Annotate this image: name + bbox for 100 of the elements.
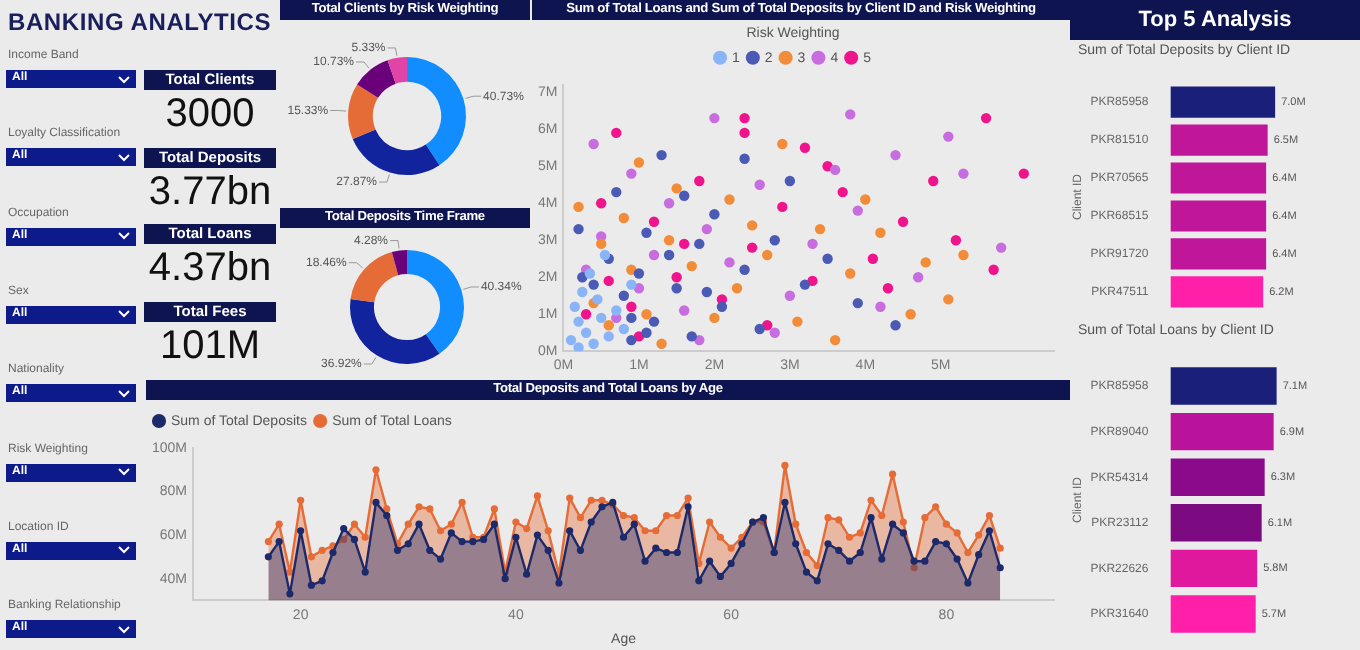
point [671,272,682,283]
point [641,309,652,320]
point [588,279,599,290]
point [588,338,599,349]
point [701,223,713,235]
point [618,290,630,301]
point [626,301,637,312]
point [573,201,584,213]
point [656,149,667,161]
point [611,305,622,316]
text: BANKING ANALYTICS [8,8,272,36]
point [671,283,682,294]
point [905,309,916,320]
point [618,323,630,335]
point [882,283,894,294]
point [648,216,660,227]
point [837,186,848,198]
point [588,138,599,150]
point [679,305,690,316]
point [618,212,630,224]
point [860,194,871,205]
point [988,264,999,275]
point [648,316,660,327]
point [852,297,863,309]
point [694,175,705,187]
point [769,235,780,246]
point [739,264,750,275]
point [580,327,592,338]
point [663,249,675,261]
point [829,334,841,346]
point [641,327,652,338]
point [852,205,863,216]
point [784,175,796,187]
point [626,334,637,346]
text: 4.37bn [146,246,274,292]
point [739,153,750,164]
point [595,312,607,324]
point [754,179,765,190]
point [958,249,969,261]
point [920,257,931,268]
point [784,290,796,301]
text: 3000 [163,92,257,138]
point [950,235,962,246]
point [663,198,675,209]
point [603,331,614,342]
point [573,223,584,235]
point [573,342,584,352]
point [656,338,667,349]
point [709,312,720,324]
bar [1170,595,1256,633]
text: 101M [157,323,263,369]
point [746,220,758,231]
point [799,142,811,153]
point [611,186,622,198]
bar [1170,458,1265,496]
point [633,268,645,279]
point [565,334,577,346]
point [762,249,773,261]
point [716,301,728,312]
point [694,238,705,250]
point [686,260,697,272]
point [807,238,818,250]
point [701,286,713,298]
point [611,127,622,139]
point [595,198,607,209]
point [754,323,765,335]
point [777,201,788,213]
point [943,131,954,142]
bar [1170,367,1277,405]
point [731,283,743,294]
point [709,209,720,220]
point [709,112,720,124]
point [928,175,939,187]
point [875,227,886,238]
text: Top 5 Analysis [1070,0,1360,40]
point [829,164,841,176]
point [580,309,592,320]
point [603,275,614,287]
point [679,238,690,250]
point [980,112,992,124]
point [777,138,788,150]
point [739,127,750,139]
point [746,242,758,253]
point [663,235,675,246]
point [739,112,750,124]
point [799,279,811,290]
point [573,316,584,327]
point [686,331,697,342]
text: 3.77bn [146,169,274,215]
bar [1170,549,1258,588]
point [958,168,969,179]
point [626,279,637,290]
point [792,316,803,327]
point [890,320,901,331]
point [679,190,690,201]
point [897,216,909,227]
point [671,183,682,194]
bar [1170,412,1274,451]
point [626,168,637,179]
point [595,238,607,250]
